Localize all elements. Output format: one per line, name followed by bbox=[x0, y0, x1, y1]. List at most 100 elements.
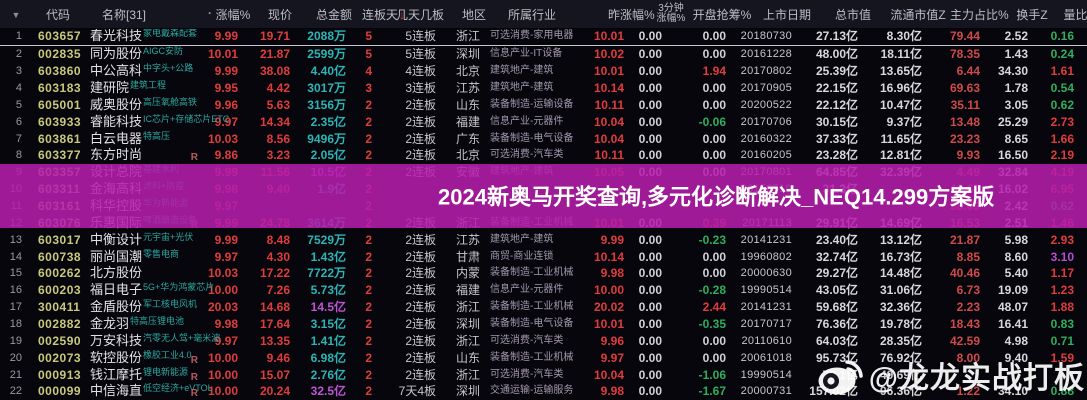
cell-main: 6.73 bbox=[956, 283, 980, 298]
cell-fcap: 49.69亿 bbox=[879, 367, 922, 382]
header-name[interactable]: 名称[31] · bbox=[102, 5, 212, 22]
cell-name: 福日电子 5G+华为鸿蒙芯片 bbox=[90, 282, 214, 298]
header-lb[interactable]: 连板天↓ bbox=[362, 7, 406, 22]
cell-code: 603860 bbox=[38, 64, 82, 79]
stock-row[interactable]: 7 603861 白云电器 特高压 10.03 8.56 9496万 2 2连板 广东 装备制造-电… bbox=[0, 130, 1087, 147]
cell-reg: 福建 bbox=[455, 114, 480, 129]
cell-m3: 0.00 bbox=[638, 148, 662, 163]
cell-price: 5.63 bbox=[266, 97, 290, 112]
cell-lb: 2 bbox=[365, 131, 372, 146]
stock-row[interactable]: 6 603933 睿能科技 IC芯片+存储芯片ETC 9.97 14.34 2.35亿 2 2连… bbox=[0, 113, 1087, 130]
cell-fcap: 32.36亿 bbox=[879, 300, 922, 315]
cell-code: 600738 bbox=[38, 249, 82, 264]
cell-ychg: 9.99 bbox=[600, 232, 624, 247]
cell-seq: 20 bbox=[9, 351, 22, 364]
stock-row[interactable]: 4 603183 建研院 建筑工程 9.95 4.42 3017万 3 3连板 江苏 建筑地产-建筑… bbox=[0, 80, 1087, 97]
header-ind[interactable]: 所属行业 bbox=[508, 7, 557, 22]
cell-lb: 2 bbox=[365, 266, 372, 281]
cell-ratio: 0.83 bbox=[1050, 317, 1074, 332]
cell-lb: 2 bbox=[365, 317, 372, 332]
stock-row[interactable]: 18 002882 金龙羽 特高压锂电池 9.98 17.64 3.15亿 2 2连板 深圳 装备制… bbox=[0, 316, 1087, 333]
cell-ind: 可选消费-家用电器 bbox=[490, 30, 574, 42]
cell-m3: 0.00 bbox=[638, 29, 662, 44]
cell-chg: 10.01 bbox=[207, 47, 238, 62]
cell-seq: 2 bbox=[15, 48, 22, 61]
cell-days: 2连板 bbox=[405, 114, 436, 129]
header-reg[interactable]: 地区 bbox=[461, 7, 486, 22]
cell-price: 14.68 bbox=[259, 300, 290, 315]
stock-row[interactable]: 15 600262 北方股份 10.03 17.22 7722万 2 2连板 内蒙 装备制造-工业… bbox=[0, 265, 1087, 282]
cell-code: 300411 bbox=[38, 300, 81, 315]
stock-name: 钱江摩托 bbox=[90, 366, 143, 382]
cell-days: 4连板 bbox=[405, 64, 436, 79]
cell-code: 002882 bbox=[38, 317, 82, 332]
stock-row[interactable]: 19 002590 万安科技 汽零无人驾+毫米波 9.97 13.35 1.41亿 2 2连板 浙… bbox=[0, 332, 1087, 349]
concept-tag: 军工核电风机 bbox=[143, 299, 198, 310]
header-open[interactable]: 开盘抢筹% bbox=[692, 7, 752, 22]
stock-name: 睿能科技 bbox=[90, 113, 143, 129]
header-date[interactable]: 上市日期 bbox=[762, 7, 811, 22]
cell-date: 20141231 bbox=[740, 233, 792, 246]
header-code[interactable]: 代码 bbox=[45, 7, 70, 22]
name-col-dot-icon: · bbox=[208, 5, 212, 20]
cell-days: 2连板 bbox=[405, 317, 436, 332]
cell-ychg: 9.97 bbox=[600, 350, 624, 365]
header-main[interactable]: 主力占比% bbox=[950, 7, 1009, 22]
cell-chg: 10.03 bbox=[207, 266, 238, 281]
stock-row[interactable]: 17 300411 金盾股份 军工核电风机 20.03 14.68 14.5亿 2 2连板 浙江装… bbox=[0, 299, 1087, 316]
cell-m3: 0.00 bbox=[638, 367, 662, 382]
cell-amt: 2088万 bbox=[307, 29, 346, 44]
cell-open: 2.44 bbox=[702, 300, 726, 315]
stock-name: 威奥股份 bbox=[90, 96, 143, 112]
cell-price: 7.26 bbox=[266, 283, 290, 298]
stock-name: 福日电子 bbox=[90, 282, 143, 298]
concept-tag: 特高压 bbox=[143, 130, 171, 141]
stock-row[interactable]: 16 600203 福日电子 5G+华为鸿蒙芯片 10.00 7.26 5.73亿 2 2连板福… bbox=[0, 282, 1087, 299]
stock-row[interactable]: 1 603657 春光科技 家电戴森配套 9.99 19.71 2088万 5 5连板 浙江 可选消… bbox=[0, 28, 1087, 46]
cell-amt: 2.35亿 bbox=[310, 114, 346, 129]
header-price[interactable]: 现价 bbox=[267, 7, 292, 22]
header-m3[interactable]: 3分钟 涨幅% bbox=[656, 3, 686, 24]
cell-ychg: 10.01 bbox=[593, 64, 624, 79]
stock-row[interactable]: 2 002835 同为股份 AIGC安防 10.01 21.87 2599万 5 5连板 深圳 信息… bbox=[0, 46, 1087, 63]
header-chg[interactable]: 涨幅% bbox=[215, 7, 251, 22]
cell-days: 2连板 bbox=[405, 367, 436, 382]
cell-ratio: 2.93 bbox=[1050, 232, 1074, 247]
header-turn[interactable]: 换手Z bbox=[1016, 7, 1048, 22]
cell-amt: 14.5亿 bbox=[310, 300, 346, 315]
cell-m3: 0.00 bbox=[638, 232, 662, 247]
cell-days: 2连板 bbox=[405, 232, 436, 247]
stock-row[interactable]: 14 600738 丽尚国潮 零售电商 9.97 4.30 1.43亿 2 2连板 甘肃 商贸-商业… bbox=[0, 248, 1087, 265]
cell-ratio: 2.73 bbox=[1050, 114, 1074, 129]
cell-reg: 浙江 bbox=[455, 300, 480, 315]
cell-turn: 8.65 bbox=[1004, 131, 1028, 146]
cell-open: 0.00 bbox=[702, 47, 726, 62]
margin-trading-flag: R bbox=[190, 371, 198, 383]
cell-seq: 18 bbox=[9, 318, 22, 331]
header-ratio[interactable]: 量比? bbox=[1063, 7, 1087, 22]
stock-row[interactable]: 5 605001 威奥股份 高压氧舱高铁 9.96 5.63 3156万 2 2连板 山东 装备制造… bbox=[0, 96, 1087, 113]
cell-days: 7天4板 bbox=[398, 384, 436, 399]
stock-row[interactable]: 8 603377 东方时尚 R 9.86 3.23 2.05亿 2 2连板 北京 可选消费-汽车类 1… bbox=[0, 147, 1087, 164]
header-amt[interactable]: 总金额 bbox=[315, 7, 352, 22]
cell-fcap: 12.81亿 bbox=[879, 148, 922, 163]
stock-row[interactable]: 3 603860 中公高科 中字头+公路 9.99 38.08 4.40亿 4 4连板 北京 建筑地… bbox=[0, 63, 1087, 80]
header-cap[interactable]: 总市值 bbox=[834, 7, 871, 22]
stock-row[interactable]: 13 603017 中衡设计 元宇宙+光伏 9.99 8.48 7529万 2 2连板 江苏 建筑地… bbox=[0, 231, 1087, 248]
cell-days: 3连板 bbox=[405, 81, 436, 95]
header-ychg[interactable]: 昨涨幅% bbox=[608, 7, 655, 22]
header-seq[interactable]: ▼ bbox=[0, 7, 26, 21]
filter-dropdown-icon[interactable]: ▼ bbox=[11, 10, 21, 20]
cell-turn: 34.10 bbox=[997, 384, 1028, 399]
cell-lb: 2 bbox=[365, 97, 372, 112]
cell-open: -0.06 bbox=[698, 114, 726, 129]
stock-name: 白云电器 bbox=[90, 130, 143, 146]
cell-main: 9.93 bbox=[956, 148, 980, 163]
stock-row[interactable]: 20 002073 软控股份 橡胶工业4.0 R 10.00 9.46 6.98亿 2 2连板 山东… bbox=[0, 349, 1087, 366]
cell-turn: 5.98 bbox=[1004, 232, 1028, 247]
cell-code: 603017 bbox=[38, 232, 82, 247]
cell-code: 000913 bbox=[38, 367, 82, 382]
header-days[interactable]: 几天几板 bbox=[395, 7, 444, 22]
header-fcap[interactable]: 流通市值Z bbox=[890, 7, 946, 22]
